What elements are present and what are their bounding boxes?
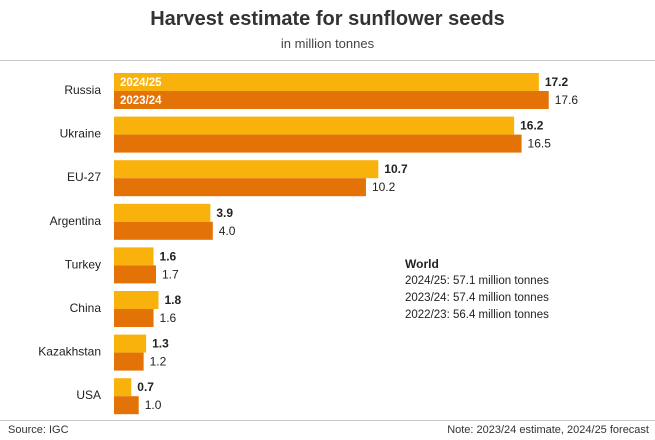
- value-label-ukraine-2023-24: 16.5: [528, 137, 552, 151]
- value-label-turkey-2024-25: 1.6: [160, 249, 177, 263]
- bar-china-2024-25: [114, 291, 159, 309]
- bar-usa-2024-25: [114, 378, 132, 397]
- category-label-ukraine: Ukraine: [60, 127, 102, 141]
- source-note: Source: IGC: [8, 424, 69, 436]
- value-label-russia-2023-24: 17.6: [555, 93, 579, 107]
- bar-argentina-2024-25: [114, 203, 211, 222]
- world-title: World: [405, 257, 439, 271]
- bar-kazakhstan-2024-25: [114, 334, 147, 353]
- bar-ukraine-2023-24: [114, 134, 522, 153]
- category-label-turkey: Turkey: [65, 257, 101, 271]
- category-label-russia: Russia: [64, 83, 101, 97]
- bar-kazakhstan-2023-24: [114, 352, 144, 371]
- world-line-2023-24: 2023/24: 57.4 million tonnes: [405, 292, 549, 304]
- bottom-divider: [0, 420, 655, 421]
- value-label-kazakhstan-2024-25: 1.3: [152, 337, 169, 351]
- value-label-china-2023-24: 1.6: [160, 311, 177, 325]
- chart-title: Harvest estimate for sunflower seeds: [150, 8, 505, 30]
- value-label-eu-27-2023-24: 10.2: [372, 180, 396, 194]
- category-label-kazakhstan: Kazakhstan: [38, 345, 101, 359]
- value-label-eu-27-2024-25: 10.7: [384, 162, 408, 176]
- world-summary: World 2024/25: 57.1 million tonnes 2023/…: [405, 256, 549, 324]
- series-label-2023-24: 2023/24: [120, 95, 162, 107]
- world-line-2022-23: 2022/23: 56.4 million tonnes: [405, 309, 549, 321]
- forecast-note: Note: 2023/24 estimate, 2024/25 forecast: [447, 424, 649, 436]
- bar-russia-2024-25: [114, 73, 539, 91]
- value-label-argentina-2023-24: 4.0: [219, 224, 236, 238]
- value-label-argentina-2024-25: 3.9: [216, 206, 233, 220]
- value-label-china-2024-25: 1.8: [164, 293, 181, 307]
- chart-subtitle: in million tonnes: [280, 36, 375, 51]
- value-label-usa-2023-24: 1.0: [145, 398, 162, 412]
- series-label-2024-25: 2024/25: [120, 77, 162, 89]
- value-label-russia-2024-25: 17.2: [545, 75, 569, 89]
- bar-argentina-2023-24: [114, 221, 213, 240]
- category-label-argentina: Argentina: [50, 214, 102, 228]
- bar-eu-27-2023-24: [114, 178, 366, 197]
- value-label-usa-2024-25: 0.7: [137, 380, 154, 394]
- category-label-eu-27: EU-27: [67, 170, 101, 184]
- value-label-turkey-2023-24: 1.7: [162, 267, 179, 281]
- bar-turkey-2023-24: [114, 265, 156, 284]
- category-label-usa: USA: [76, 388, 101, 402]
- bar-usa-2023-24: [114, 396, 139, 415]
- bar-turkey-2024-25: [114, 247, 154, 266]
- value-label-kazakhstan-2023-24: 1.2: [150, 355, 167, 369]
- bar-russia-2023-24: [114, 91, 549, 109]
- bar-eu-27-2024-25: [114, 160, 379, 179]
- world-line-2024-25: 2024/25: 57.1 million tonnes: [405, 275, 549, 287]
- bar-china-2023-24: [114, 309, 154, 327]
- bar-ukraine-2024-25: [114, 116, 515, 135]
- category-label-china: China: [70, 301, 102, 315]
- top-divider: [0, 60, 655, 61]
- value-label-ukraine-2024-25: 16.2: [520, 119, 544, 133]
